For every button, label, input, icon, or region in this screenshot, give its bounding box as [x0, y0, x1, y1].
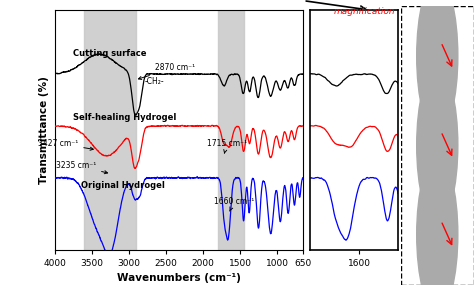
Circle shape [417, 0, 458, 134]
Text: 3235 cm⁻¹: 3235 cm⁻¹ [56, 161, 108, 174]
Text: 1660 cm⁻¹: 1660 cm⁻¹ [214, 197, 255, 211]
Y-axis label: Transmittance (%): Transmittance (%) [39, 76, 49, 184]
Circle shape [417, 67, 458, 223]
Text: Self-healing Hydrogel: Self-healing Hydrogel [73, 113, 176, 122]
Text: magnification: magnification [334, 7, 396, 16]
Bar [84, 10, 136, 250]
Text: 1715 cm⁻¹: 1715 cm⁻¹ [207, 139, 247, 153]
Text: 2870 cm⁻¹: 2870 cm⁻¹ [138, 63, 195, 79]
Text: -CH₂-: -CH₂- [145, 77, 164, 86]
Circle shape [417, 157, 458, 292]
Text: Cutting surface: Cutting surface [73, 49, 146, 58]
Text: 3427 cm⁻¹: 3427 cm⁻¹ [38, 139, 93, 150]
X-axis label: Wavenumbers (cm⁻¹): Wavenumbers (cm⁻¹) [117, 273, 241, 283]
Text: Original Hydrogel: Original Hydrogel [81, 181, 164, 190]
Bar [218, 10, 244, 250]
